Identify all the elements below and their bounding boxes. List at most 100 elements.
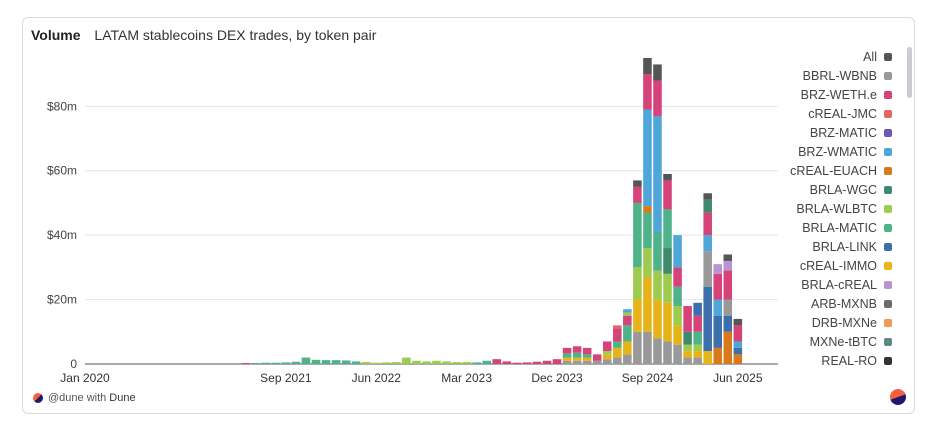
bar <box>673 235 682 364</box>
y-tick-label: $20m <box>47 293 77 307</box>
bar-segment <box>422 361 431 364</box>
bar <box>281 362 291 364</box>
dune-corner-logo-icon[interactable] <box>890 389 906 405</box>
bar-segment <box>673 344 682 364</box>
legend-label: MXNe-tBTC <box>809 334 877 349</box>
chart-title: LATAM stablecoins DEX trades, by token p… <box>94 27 377 43</box>
legend-item[interactable]: ARB-MXNB <box>732 294 892 313</box>
bar-segment <box>613 325 622 329</box>
bar-segment <box>723 315 733 332</box>
legend-label: BBRL-WBNB <box>802 68 877 83</box>
bar-segment <box>602 351 612 355</box>
bar-segment <box>582 347 592 355</box>
footer-brand-link[interactable]: Dune <box>109 392 136 404</box>
bar-segment <box>412 360 421 364</box>
bar-segment <box>643 109 652 207</box>
legend-item[interactable]: cREAL-JMC <box>732 104 892 123</box>
bar-segment <box>613 347 622 358</box>
bar <box>633 180 642 364</box>
legend-item[interactable]: BRZ-WMATIC <box>732 142 892 161</box>
bar-segment <box>733 347 743 355</box>
bar <box>492 359 502 364</box>
chart-legend[interactable]: All BBRL-WBNB BRZ-WETH.e cREAL-JMC BRZ-MATIC… <box>732 47 892 369</box>
bar <box>723 254 733 364</box>
bar-segment <box>502 361 512 364</box>
legend-swatch <box>884 204 892 213</box>
bar-segment <box>683 306 692 332</box>
legend-label: BRLA-cREAL <box>801 277 877 292</box>
bar-segment <box>733 354 743 364</box>
bar-segment <box>663 209 672 249</box>
chart-card: Volume LATAM stablecoins DEX trades, by … <box>22 17 915 414</box>
bar-segment <box>623 309 632 313</box>
legend-swatch <box>884 299 892 308</box>
bar-segment <box>703 212 712 236</box>
bar-segment <box>331 360 341 364</box>
bar-segment <box>723 254 733 261</box>
legend-swatch <box>884 242 892 251</box>
bar <box>703 193 712 364</box>
bar-segment <box>562 353 572 358</box>
legend-item[interactable]: cREAL-IMMO <box>732 256 892 275</box>
bar <box>693 302 702 364</box>
legend-swatch <box>884 109 892 118</box>
bar-segment <box>643 212 652 249</box>
bar-segment <box>733 341 743 348</box>
y-tick-label: 0 <box>70 357 77 371</box>
legend-item[interactable]: cREAL-EUACH <box>732 161 892 180</box>
bar <box>251 363 261 364</box>
bar-segment <box>673 306 682 326</box>
legend-item[interactable]: MXNe-tBTC <box>732 332 892 351</box>
legend-item[interactable]: BRLA-MATIC <box>732 218 892 237</box>
y-tick-label: $40m <box>47 228 77 242</box>
bar-segment <box>542 360 552 364</box>
bar-segment <box>633 299 642 332</box>
dune-logo-icon <box>33 393 43 403</box>
x-tick-label: Jun 2025 <box>713 371 763 385</box>
bar <box>582 347 592 364</box>
bar <box>442 361 451 364</box>
legend-swatch <box>884 223 892 232</box>
bar-segment <box>623 354 632 364</box>
bar-segment <box>572 352 582 358</box>
legend-swatch <box>884 90 892 99</box>
bar <box>341 360 351 364</box>
bar-segment <box>693 344 702 352</box>
bar-segment <box>572 357 582 361</box>
bar-segment <box>693 331 702 345</box>
bar-segment <box>683 351 692 358</box>
bar-segment <box>623 341 632 355</box>
legend-item[interactable]: DRB-MXNe <box>732 313 892 332</box>
bar <box>462 362 471 364</box>
bar-segment <box>582 357 592 361</box>
bar-segment <box>693 351 702 358</box>
legend-item[interactable]: BRLA-WLBTC <box>732 199 892 218</box>
bar-segment <box>582 360 592 364</box>
bar <box>412 360 421 364</box>
legend-item[interactable]: BRZ-MATIC <box>732 123 892 142</box>
legend-swatch <box>884 71 892 80</box>
bar <box>361 362 371 364</box>
legend-item[interactable]: BRLA-WGC <box>732 180 892 199</box>
legend-item[interactable]: All <box>732 47 892 66</box>
legend-item[interactable]: BRLA-LINK <box>732 237 892 256</box>
legend-label: BRLA-MATIC <box>802 220 877 235</box>
bar-segment <box>683 344 692 352</box>
legend-swatch <box>884 356 892 365</box>
legend-item[interactable]: REAL-RO <box>732 351 892 369</box>
bar-segment <box>462 362 471 364</box>
bar-segment <box>552 359 562 364</box>
bar <box>472 362 481 364</box>
legend-scrollbar[interactable] <box>907 47 912 98</box>
bar <box>392 362 401 364</box>
bar-segment <box>281 362 291 364</box>
legend-item[interactable]: BRZ-WETH.e <box>732 85 892 104</box>
bar <box>402 357 411 364</box>
bar-segment <box>713 299 723 316</box>
stacked-bar-chart: 0 $20m $40m $60m $80m Jan 2020 Sep 2021 Jun 202… <box>47 58 778 385</box>
bar-segment <box>643 331 652 364</box>
legend-item[interactable]: BBRL-WBNB <box>732 66 892 85</box>
legend-swatch <box>884 52 892 61</box>
legend-swatch <box>884 128 892 137</box>
legend-item[interactable]: BRLA-cREAL <box>732 275 892 294</box>
